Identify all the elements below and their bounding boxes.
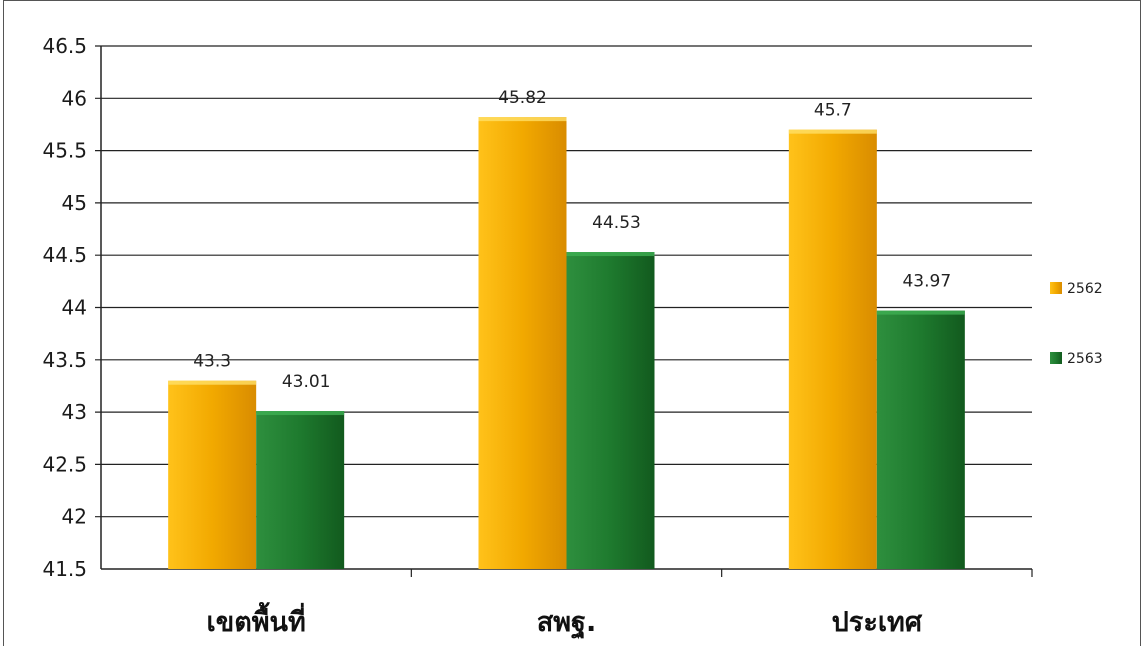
- y-tick-label: 45.5: [42, 139, 87, 163]
- x-category-label: ประเทศ: [832, 607, 923, 638]
- bar-top-highlight: [256, 411, 345, 416]
- bar-2562: [478, 117, 567, 570]
- y-tick-label: 46.5: [42, 34, 87, 58]
- y-tick-label: 42: [62, 505, 87, 529]
- data-label: 44.53: [592, 213, 641, 233]
- x-category-label: สพฐ.: [537, 607, 596, 640]
- legend-swatch-2562: [1050, 282, 1062, 294]
- data-label: 43.01: [282, 372, 331, 392]
- bar-2563: [566, 252, 655, 569]
- bar-top-highlight: [876, 310, 965, 315]
- data-label: 43.3: [193, 352, 231, 372]
- bar-2563: [876, 310, 965, 569]
- legend-label: 2562: [1067, 281, 1103, 297]
- bar-2562: [788, 129, 877, 569]
- y-tick-label: 44.5: [42, 243, 87, 267]
- y-tick-label: 46: [62, 86, 87, 110]
- bar-2563: [256, 411, 345, 569]
- bar-top-highlight: [168, 380, 257, 385]
- bar-chart: 41.5 42 42.5 43 43.5 44 44.5 45 45.5 46 46.5 เขตพื้…: [42, 34, 1103, 640]
- data-label: 43.97: [902, 272, 951, 292]
- legend-swatch-2563: [1050, 352, 1062, 364]
- legend-label: 2563: [1067, 351, 1103, 367]
- bar-top-highlight: [478, 117, 567, 122]
- y-tick-label: 41.5: [42, 557, 87, 581]
- y-tick-label: 42.5: [42, 452, 87, 476]
- y-tick-label: 44: [62, 296, 87, 320]
- chart-frame: 41.5 42 42.5 43 43.5 44 44.5 45 45.5 46 46.5 เขตพื้…: [3, 0, 1141, 646]
- x-category-label: เขตพื้นที่: [207, 601, 306, 638]
- bars: [168, 117, 965, 570]
- legend: 2562 2563: [1050, 281, 1103, 367]
- bar-top-highlight: [566, 252, 655, 257]
- data-label: 45.82: [498, 88, 547, 108]
- y-tick-label: 43.5: [42, 348, 87, 372]
- data-labels: 43.3 43.01 45.82 44.53 45.7 43.97: [193, 88, 951, 392]
- bar-2562: [168, 380, 257, 569]
- y-tick-label: 43: [62, 400, 87, 424]
- y-tick-label: 45: [62, 191, 87, 215]
- bar-top-highlight: [788, 129, 877, 134]
- data-label: 45.7: [814, 101, 852, 121]
